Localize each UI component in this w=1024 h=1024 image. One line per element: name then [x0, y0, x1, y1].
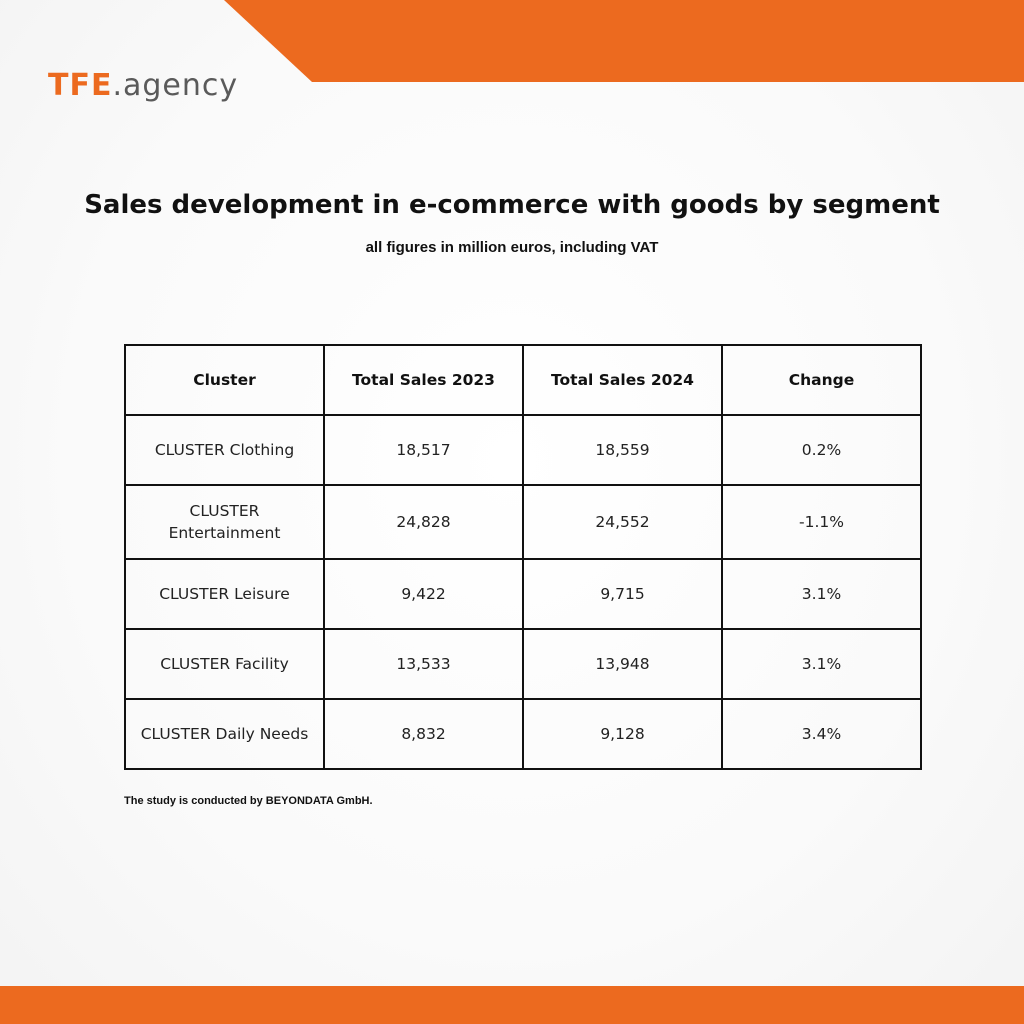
sales-table: Cluster Total Sales 2023 Total Sales 202… [124, 344, 922, 770]
cluster-cell: CLUSTER Clothing [124, 414, 325, 486]
logo: TFE.agency [48, 68, 238, 103]
change-cell: 3.1% [721, 628, 922, 700]
table-row: CLUSTER Leisure 9,422 9,715 3.1% [124, 558, 922, 630]
cluster-cell: CLUSTER Facility [124, 628, 325, 700]
top-accent-band [224, 0, 1024, 82]
sales-2023-cell: 13,533 [323, 628, 524, 700]
column-header-change: Change [721, 344, 922, 416]
footnote: The study is conducted by BEYONDATA GmbH… [124, 795, 373, 807]
change-cell: 0.2% [721, 414, 922, 486]
cluster-cell: CLUSTER Daily Needs [124, 698, 325, 770]
table-row: CLUSTER Entertainment 24,828 24,552 -1.1… [124, 484, 922, 560]
change-cell: -1.1% [721, 484, 922, 560]
sales-2024-cell: 24,552 [522, 484, 723, 560]
sales-2024-cell: 9,128 [522, 698, 723, 770]
sales-2024-cell: 9,715 [522, 558, 723, 630]
bottom-accent-band [0, 986, 1024, 1024]
change-cell: 3.1% [721, 558, 922, 630]
change-cell: 3.4% [721, 698, 922, 770]
sales-2024-cell: 13,948 [522, 628, 723, 700]
sales-2024-cell: 18,559 [522, 414, 723, 486]
chart-subtitle: all figures in million euros, including … [365, 239, 659, 256]
table-row: CLUSTER Facility 13,533 13,948 3.1% [124, 628, 922, 700]
logo-brand: TFE [48, 68, 113, 103]
cluster-cell: CLUSTER Entertainment [124, 484, 325, 560]
sales-2023-cell: 18,517 [323, 414, 524, 486]
sales-2023-cell: 24,828 [323, 484, 524, 560]
column-header-sales-2023: Total Sales 2023 [323, 344, 524, 416]
sales-2023-cell: 9,422 [323, 558, 524, 630]
column-header-cluster: Cluster [124, 344, 325, 416]
column-header-sales-2024: Total Sales 2024 [522, 344, 723, 416]
cluster-cell: CLUSTER Leisure [124, 558, 325, 630]
table-header-row: Cluster Total Sales 2023 Total Sales 202… [124, 344, 922, 416]
logo-suffix: .agency [112, 68, 239, 103]
chart-title: Sales development in e-commerce with goo… [84, 190, 940, 220]
table-row: CLUSTER Clothing 18,517 18,559 0.2% [124, 414, 922, 486]
table-row: CLUSTER Daily Needs 8,832 9,128 3.4% [124, 698, 922, 770]
sales-2023-cell: 8,832 [323, 698, 524, 770]
